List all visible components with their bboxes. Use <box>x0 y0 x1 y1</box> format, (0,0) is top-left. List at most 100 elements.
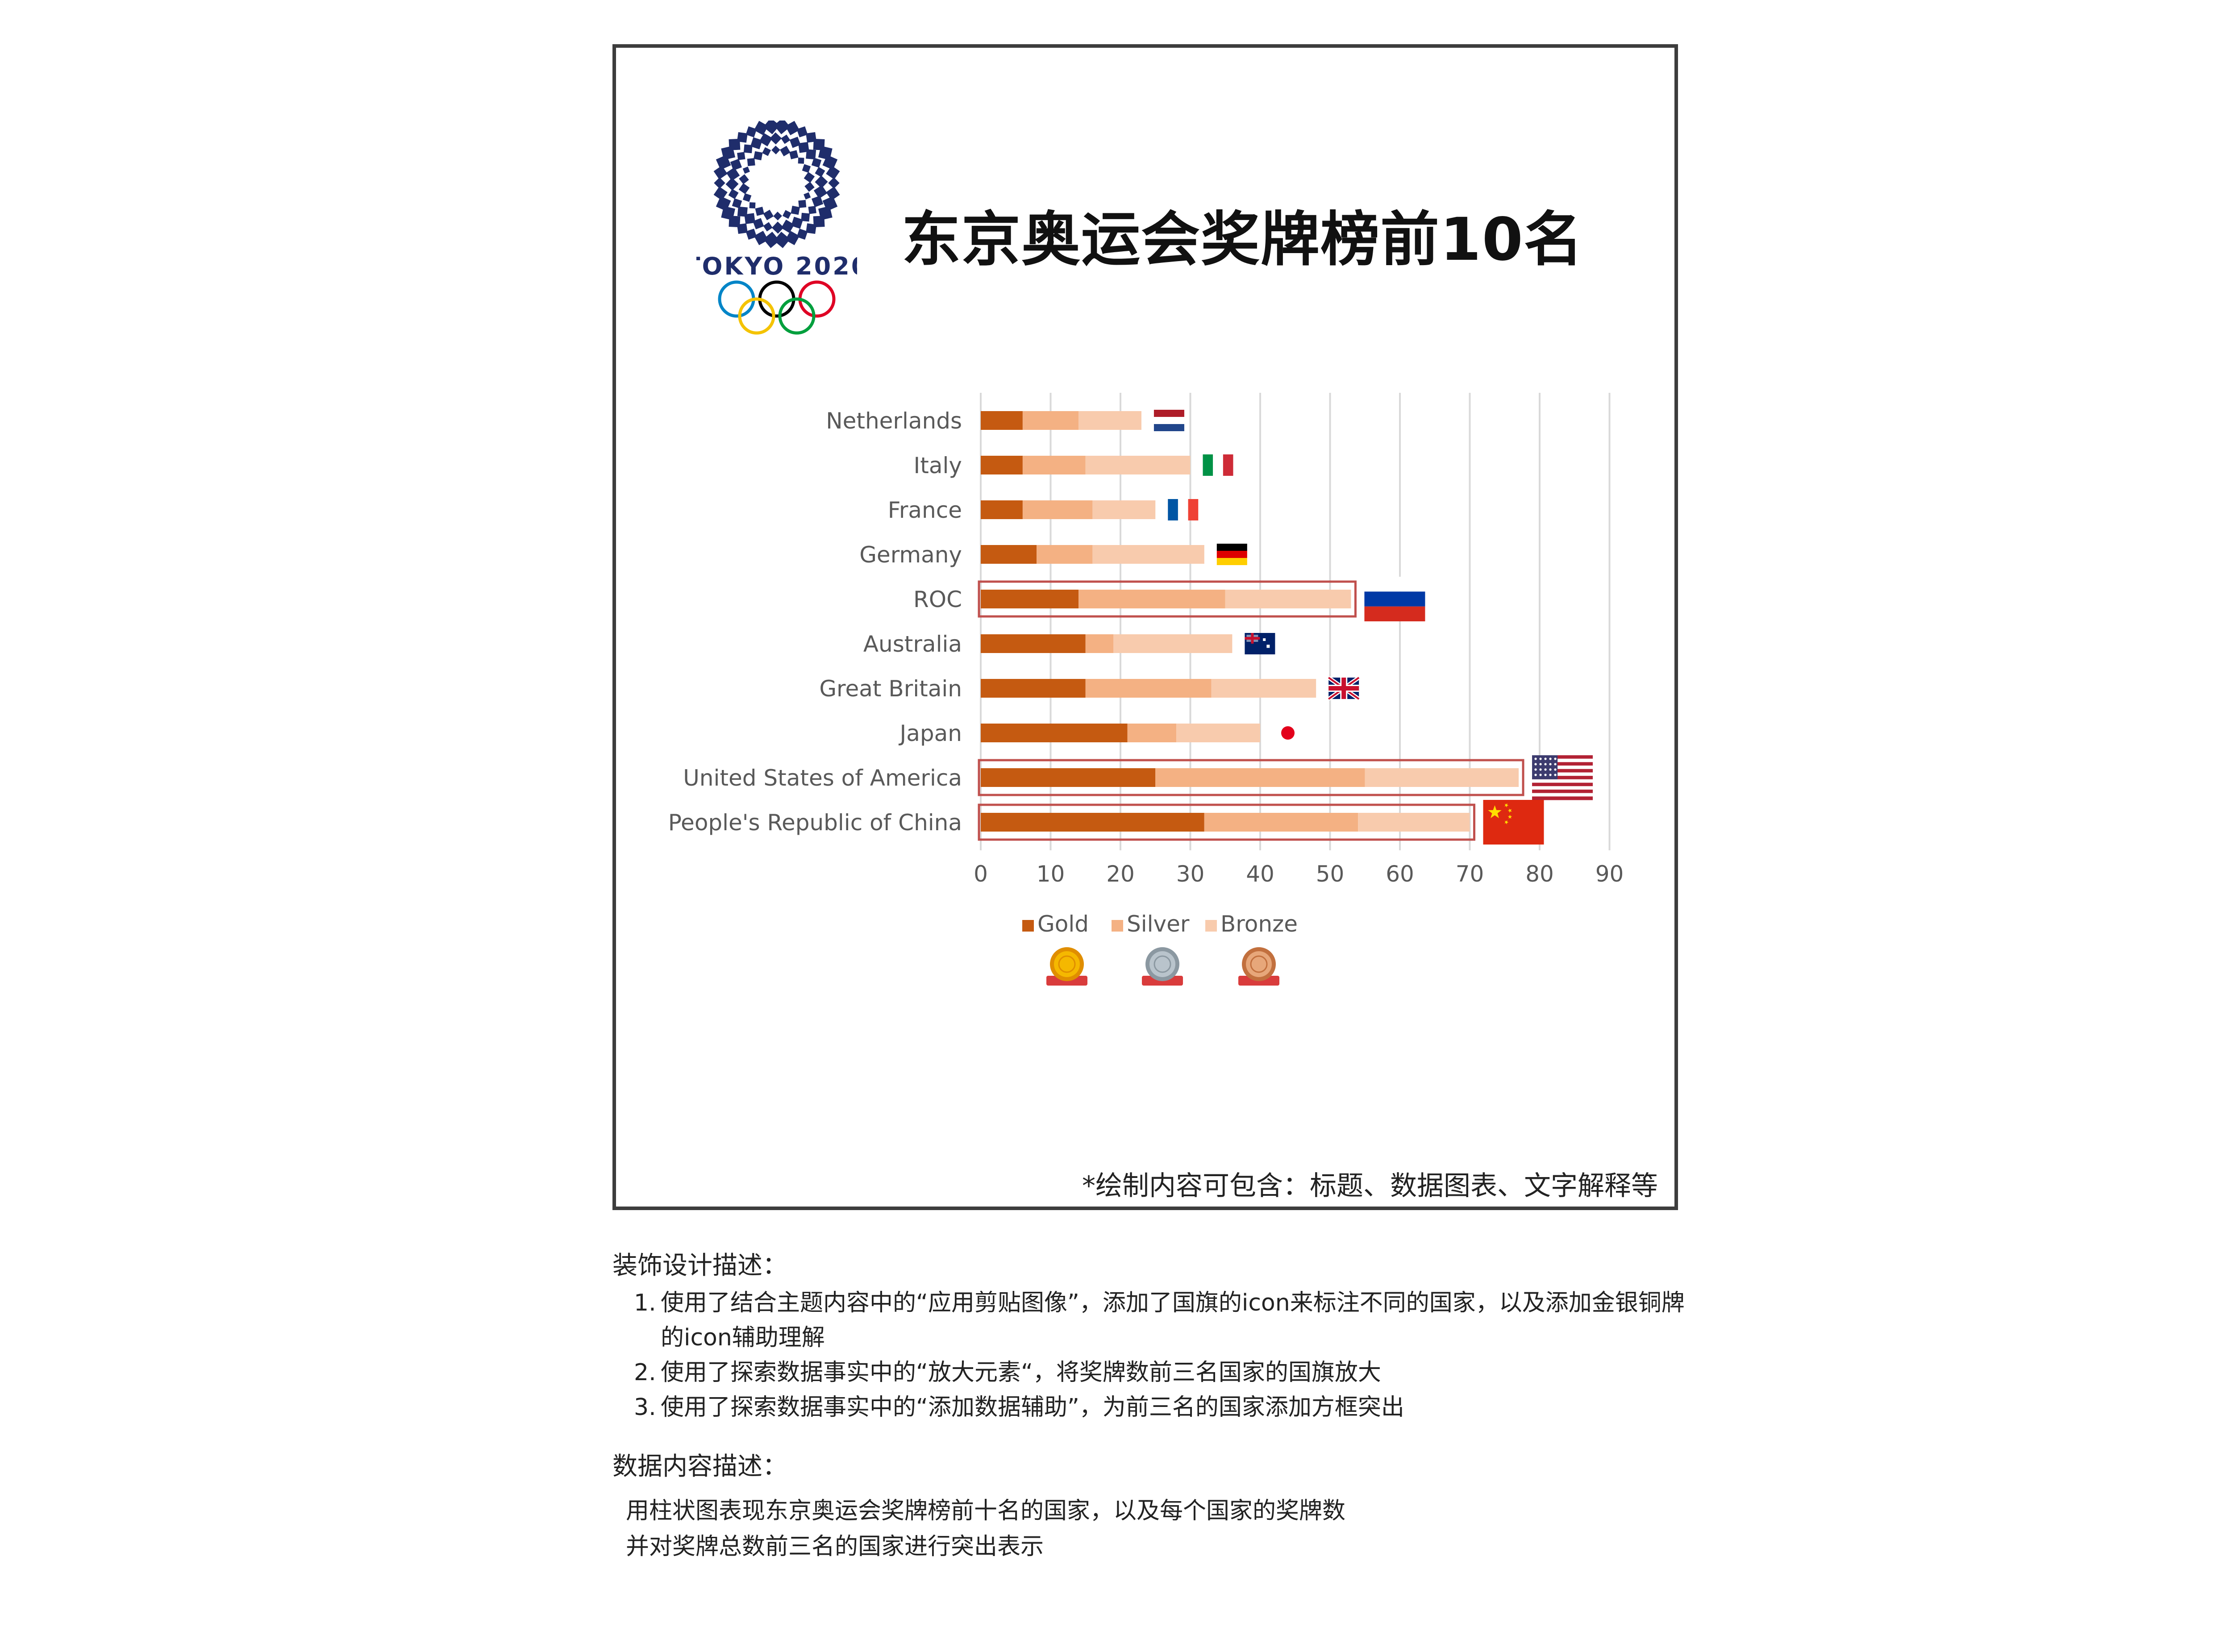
flag-part <box>1532 776 1593 780</box>
flag-part <box>1153 424 1184 431</box>
x-tick-label: 40 <box>1246 861 1274 887</box>
emblem-checker <box>812 196 824 208</box>
highlight-box <box>978 803 1475 841</box>
bar-bronze <box>1211 679 1316 698</box>
flag-part <box>1534 763 1537 766</box>
flag-part <box>1483 800 1544 845</box>
x-tick-label: 90 <box>1595 861 1624 887</box>
medal-part <box>1149 951 1175 977</box>
flag-part <box>1534 757 1537 760</box>
japan-flag <box>1273 722 1303 744</box>
emblem-checker <box>796 126 808 137</box>
emblem-checker <box>729 138 741 150</box>
emblem-checker <box>759 133 773 147</box>
roc-flag <box>1364 577 1425 621</box>
emblem-checker <box>745 126 757 137</box>
bar-silver <box>1037 545 1093 564</box>
flag-part <box>1554 774 1557 776</box>
medal-part <box>1250 955 1268 973</box>
bar-bronze <box>1358 813 1470 832</box>
list-item: 3. 使用了探索数据事实中的“添加数据辅助”，为前三名的国家添加方框突出 <box>634 1394 1404 1421</box>
x-tick-label: 30 <box>1176 861 1205 887</box>
bar-bronze <box>1079 411 1141 430</box>
emblem-checker <box>750 137 762 150</box>
emblem-checker <box>811 158 822 168</box>
flag-part <box>1554 757 1557 760</box>
emblem-checker <box>789 137 801 148</box>
flag-part <box>1364 591 1425 607</box>
legend-label: Bronze <box>1220 911 1298 937</box>
data-desc-heading: 数据内容描述： <box>612 1452 787 1481</box>
medal-part <box>1058 955 1076 973</box>
x-tick-label: 0 <box>974 861 988 887</box>
silver-medal-icon <box>1142 947 1183 986</box>
list-item: 2. 使用了探索数据事实中的“放大元素“，将奖牌数前三名国家的国旗放大 <box>634 1359 1381 1386</box>
flag-part <box>1178 499 1188 520</box>
bar-gold <box>981 724 1128 742</box>
emblem-checker <box>806 223 817 234</box>
flag-part <box>1532 755 1593 759</box>
logo-text: TOKYO 2020 <box>696 252 857 280</box>
emblem-checker <box>769 132 782 145</box>
category-label: Germany <box>859 542 962 568</box>
bronze-medal-icon <box>1238 947 1279 986</box>
emblem-checker <box>726 167 740 181</box>
category-label: ROC <box>913 587 962 612</box>
emblem-checker <box>791 216 804 229</box>
emblem-checker <box>771 221 784 234</box>
bar-silver <box>1022 500 1093 519</box>
emblem-checker <box>802 164 811 173</box>
emblem-checker <box>822 154 838 170</box>
flag-part <box>1534 768 1537 771</box>
flag-part <box>1532 769 1593 773</box>
china-flag <box>1483 800 1544 845</box>
emblem-checker <box>774 232 791 248</box>
highlight-box <box>978 759 1524 796</box>
flag-part <box>1281 726 1295 740</box>
emblem-checker <box>730 158 742 171</box>
flag-part <box>1539 768 1542 771</box>
emblem-checker <box>763 209 774 221</box>
tokyo-2020-logo: TOKYO 2020 <box>696 121 857 335</box>
flag-part <box>1213 454 1223 476</box>
category-label: Japan <box>899 720 962 746</box>
emblem-checker <box>798 158 804 164</box>
emblem-checker <box>826 165 840 180</box>
bar-silver <box>1022 456 1086 474</box>
flag-part <box>1532 786 1593 790</box>
flag-part <box>1488 805 1502 818</box>
flag-part <box>1216 544 1247 551</box>
data-desc: 用柱状图表现东京奥运会奖牌榜前十名的国家，以及每个国家的奖牌数 并对奖牌总数前三… <box>626 1493 1345 1565</box>
data-desc-line: 用柱状图表现东京奥运会奖牌榜前十名的国家，以及每个国家的奖牌数 <box>626 1498 1346 1524</box>
medal-part <box>1153 955 1171 973</box>
bar-silver <box>1204 813 1358 832</box>
flag-part <box>1532 772 1593 776</box>
emblem-checker <box>801 212 810 222</box>
emblem-checker <box>749 202 756 208</box>
legend-swatch <box>1205 920 1217 932</box>
bar-gold <box>981 634 1086 653</box>
flag-part <box>1544 768 1547 771</box>
emblem-checker <box>743 144 753 154</box>
emblem-checker <box>754 151 763 161</box>
emblem-checker <box>771 146 780 154</box>
emblem-checker <box>742 193 752 202</box>
bar-gold <box>981 679 1086 698</box>
emblem-checker <box>804 172 815 183</box>
emblem-checker <box>782 210 791 219</box>
flag-part <box>1266 645 1270 648</box>
emblem-checker <box>763 121 780 134</box>
list-item: 1. 使用了结合主题内容中的“应用剪贴图像”，添加了国旗的icon来标注不同的国家… <box>634 1290 1685 1351</box>
flag-part <box>1544 763 1547 766</box>
flag-part <box>1532 782 1593 786</box>
flag-part <box>1532 762 1593 766</box>
netherlands-flag <box>1153 410 1184 431</box>
gold-medal-icon <box>1046 947 1087 986</box>
flag-part <box>1549 763 1552 766</box>
emblem-checker <box>815 166 825 177</box>
x-tick-label: 10 <box>1037 861 1065 887</box>
flag-part <box>1532 766 1593 770</box>
france-flag <box>1168 499 1199 520</box>
flag-part <box>1554 768 1557 771</box>
flag-part <box>1544 774 1547 776</box>
